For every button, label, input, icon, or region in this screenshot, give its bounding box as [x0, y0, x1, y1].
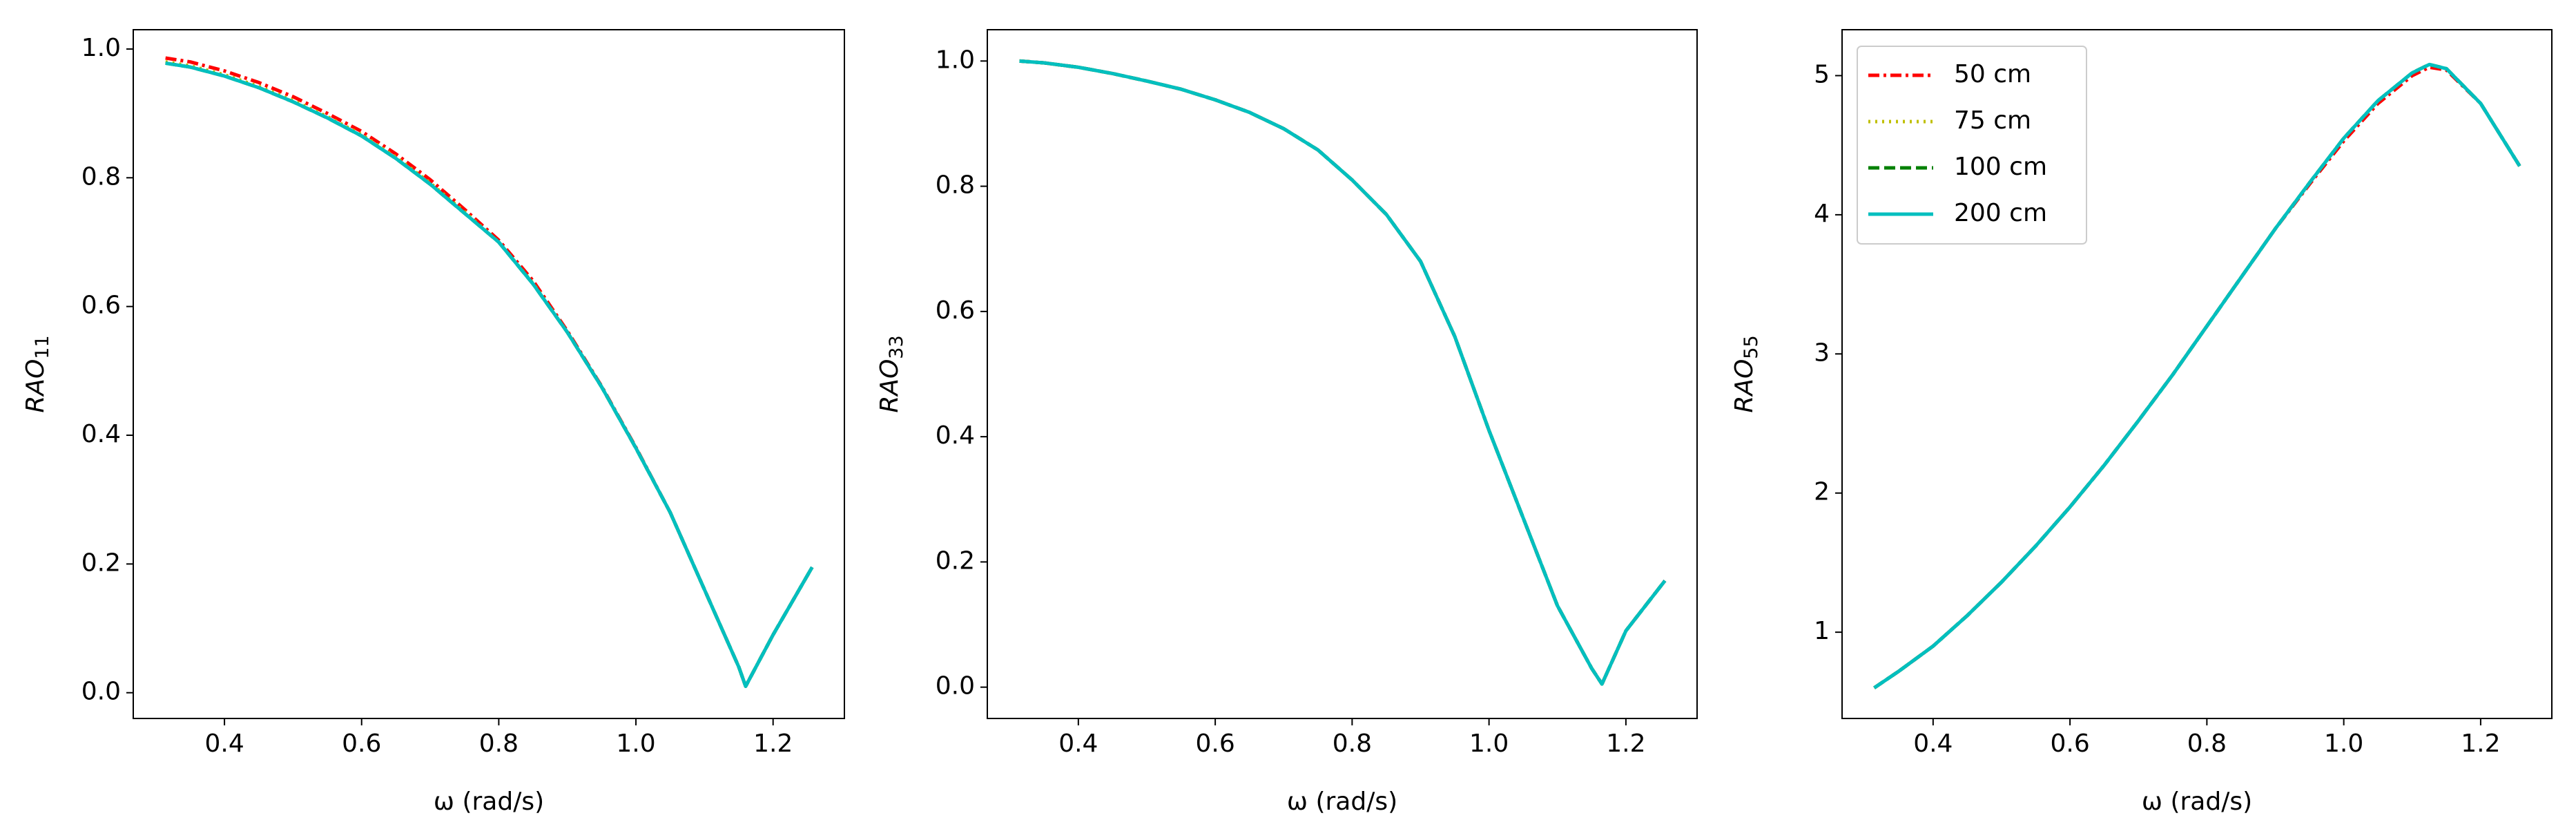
y-tick-label: 0.2: [936, 546, 975, 575]
y-tick-label: 0.0: [81, 678, 121, 706]
legend-label: 100 cm: [1954, 153, 2047, 181]
x-tick-label: 1.2: [2461, 730, 2500, 758]
series-line: [165, 61, 814, 688]
plot-frame: [1841, 29, 2553, 719]
x-axis-label: ω (rad/s): [434, 788, 544, 816]
series-line: [1019, 59, 1667, 686]
y-axis-label: RAO11: [21, 335, 53, 412]
y-tick-label: 0.8: [936, 171, 975, 200]
x-tick-label: 0.4: [1913, 730, 1953, 758]
x-axis-label: ω (rad/s): [2142, 788, 2252, 816]
x-axis-label: ω (rad/s): [1287, 788, 1397, 816]
legend-label: 200 cm: [1954, 199, 2047, 227]
x-tick-label: 0.6: [1195, 730, 1234, 758]
y-tick-label: 3: [1814, 339, 1830, 367]
y-axis-label-sub: 55: [1741, 335, 1762, 359]
x-tick-label: 1.2: [1606, 730, 1645, 758]
y-tick-label: 0.6: [81, 292, 121, 320]
y-tick-label: 1: [1814, 617, 1830, 645]
y-tick-label: 0.2: [81, 549, 121, 577]
series-line: [1019, 59, 1667, 686]
y-tick-label: 1.0: [81, 34, 121, 62]
y-axis-label-sub: 11: [32, 335, 53, 359]
x-tick-label: 1.2: [753, 730, 793, 758]
plot-frame: [133, 29, 845, 719]
y-axis-label-main: RAO: [875, 359, 904, 413]
x-tick-label: 0.4: [204, 730, 244, 758]
x-tick-label: 1.0: [616, 730, 655, 758]
legend-label: 50 cm: [1954, 60, 2031, 88]
series-line: [165, 61, 814, 688]
y-tick-label: 0.6: [936, 296, 975, 325]
series-line: [165, 56, 814, 688]
y-axis-label: RAO33: [875, 335, 907, 412]
x-tick-label: 0.8: [1333, 730, 1372, 758]
y-axis-label-sub: 33: [886, 335, 907, 359]
plot-frame: [987, 29, 1698, 719]
y-tick-label: 0.0: [936, 672, 975, 701]
y-tick-label: 1.0: [936, 46, 975, 74]
y-tick-label: 0.4: [936, 421, 975, 450]
x-tick-label: 0.8: [2187, 730, 2227, 758]
panel: 0.4 0.6 0.8 1.0 1.2 1 2 3 4 5 ω (rad/s) RAO55 50 cm 7…: [1730, 29, 2553, 816]
y-tick-label: 2: [1814, 478, 1830, 506]
y-axis-label-main: RAO: [1730, 359, 1759, 413]
x-tick-label: 0.4: [1058, 730, 1098, 758]
series-line: [1873, 62, 2521, 689]
x-tick-label: 0.6: [342, 730, 381, 758]
series-line: [1019, 59, 1667, 686]
x-tick-label: 1.0: [2324, 730, 2363, 758]
y-tick-label: 0.4: [81, 420, 121, 448]
y-tick-label: 5: [1814, 60, 1830, 88]
series-line: [1019, 59, 1667, 686]
panel: 0.4 0.6 0.8 1.0 1.2 0.0 0.2 0.4 0.6 0.8 1.0 ω (rad/…: [21, 29, 845, 816]
series-line: [165, 60, 814, 688]
x-tick-label: 0.8: [479, 730, 519, 758]
y-tick-label: 0.8: [81, 162, 121, 191]
x-tick-label: 0.6: [2050, 730, 2089, 758]
x-tick-label: 1.0: [1469, 730, 1509, 758]
y-tick-label: 4: [1814, 200, 1830, 228]
panel: 0.4 0.6 0.8 1.0 1.2 0.0 0.2 0.4 0.6 0.8 1.0 ω (rad/…: [875, 29, 1698, 816]
y-axis-label-main: RAO: [21, 359, 50, 413]
legend-label: 75 cm: [1954, 106, 2031, 135]
legend-box: [1857, 46, 2087, 245]
y-axis-label: RAO55: [1730, 335, 1762, 412]
